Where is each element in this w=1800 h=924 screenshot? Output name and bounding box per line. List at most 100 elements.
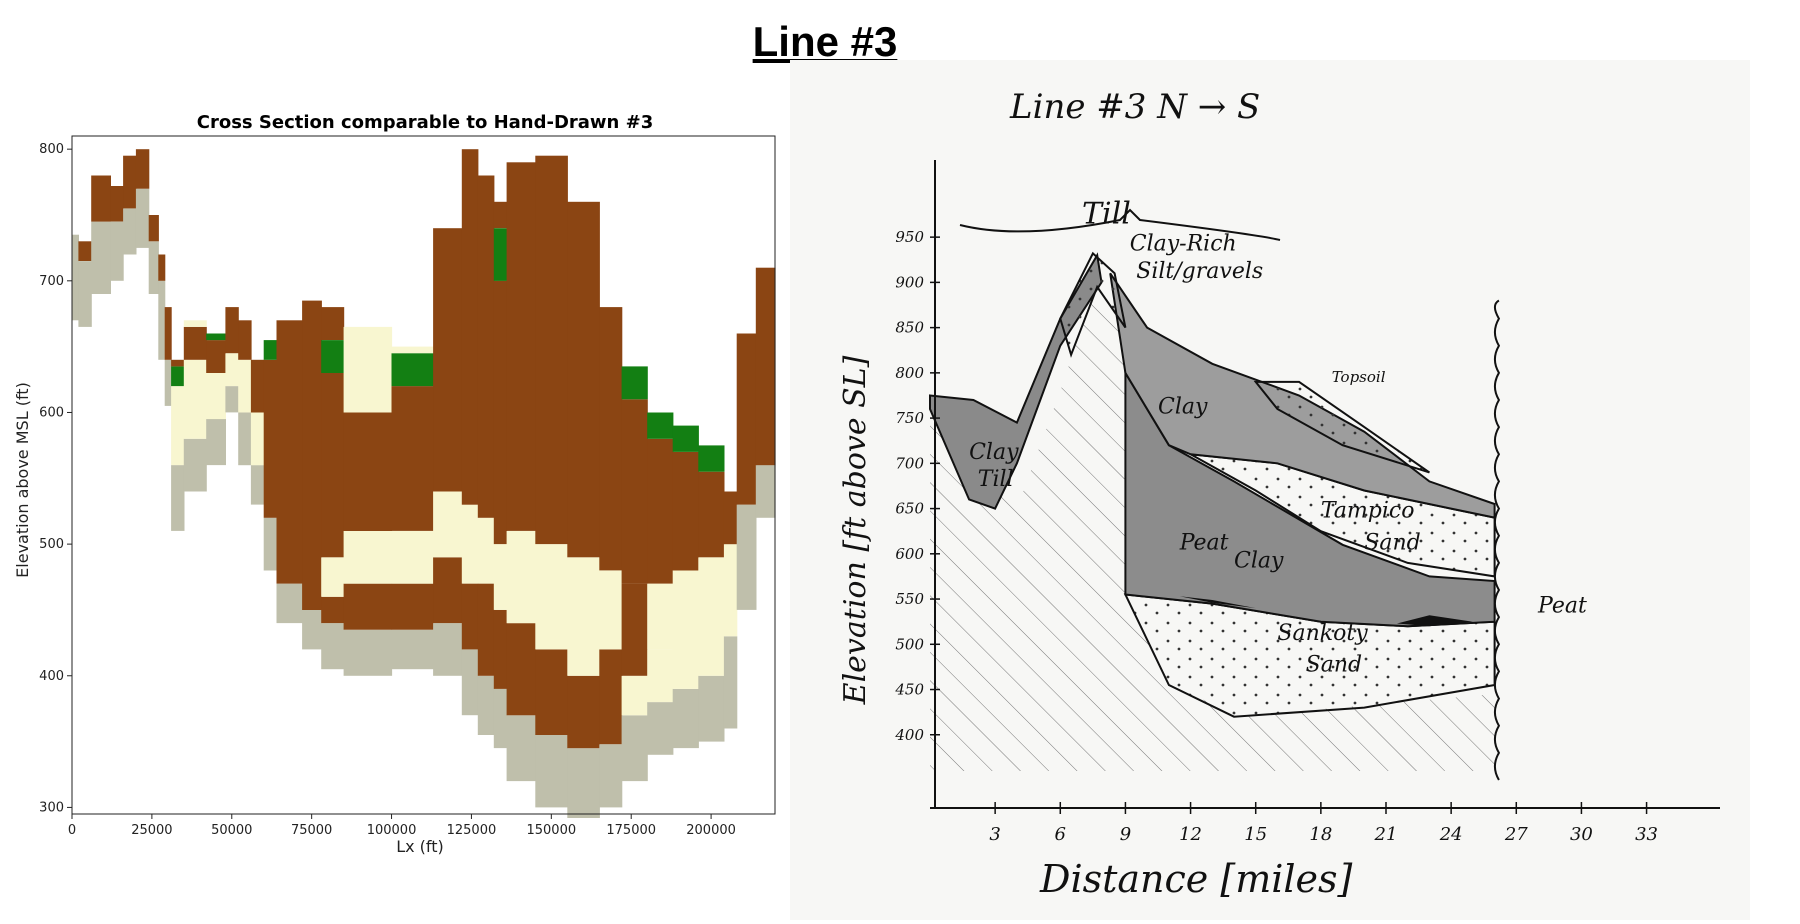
cell-silt_gravel-24-0 xyxy=(493,688,508,749)
hand-annotation-7: Tampico xyxy=(1321,499,1415,524)
cell-topsoil-29-4 xyxy=(621,366,648,400)
hand-x-tick-label: 3 xyxy=(989,824,1000,845)
cell-topsoil-15-2 xyxy=(263,340,278,360)
cell-sand-12-1 xyxy=(225,353,239,387)
cell-clay-24-3 xyxy=(493,280,508,545)
cell-clay-23-1 xyxy=(477,583,495,676)
x-tick-label: 50000 xyxy=(211,823,252,838)
cell-sand-22-2 xyxy=(461,504,479,584)
y-tick-label: 400 xyxy=(39,669,64,684)
chart-title: Cross Section comparable to Hand-Drawn #… xyxy=(197,112,654,133)
cell-clay-12-2 xyxy=(225,307,239,354)
cell-sand-21-2 xyxy=(433,491,463,558)
cell-silt_gravel-18-0 xyxy=(321,623,345,670)
cell-silt_gravel-34-0 xyxy=(736,504,757,610)
hand-annotation-10: Clay xyxy=(1234,548,1284,573)
y-tick-label: 500 xyxy=(39,537,64,552)
cell-clay-8-1 xyxy=(164,307,172,360)
hand-annotation-3: Topsoil xyxy=(1332,368,1386,386)
x-tick-label: 0 xyxy=(68,823,76,838)
cell-sand-13-1 xyxy=(238,359,252,413)
cell-topsoil-20-4 xyxy=(391,353,434,387)
cell-sand-14-1 xyxy=(250,412,265,466)
cell-silt_gravel-31-0 xyxy=(672,688,699,749)
cell-silt_gravel-13-0 xyxy=(238,412,252,466)
hand-x-tick-label: 21 xyxy=(1374,824,1398,845)
y-axis-ticks: 300 400 500 600 700 800 xyxy=(39,142,72,815)
x-tick-label: 75000 xyxy=(291,823,332,838)
cell-clay-29-2 xyxy=(621,583,648,676)
cell-silt_gravel-0-0 xyxy=(72,234,79,321)
page-title: Line #3 xyxy=(752,18,898,65)
hand-y-tick-label: 650 xyxy=(895,500,924,518)
cell-sand-28-2 xyxy=(599,570,623,650)
hand-y-tick-label: 700 xyxy=(895,454,924,472)
hand-y-tick-label: 850 xyxy=(895,319,924,337)
cell-clay-27-1 xyxy=(567,675,600,749)
x-axis-ticks: 0 25000 50000 75000 100000 125000 150000 175000… xyxy=(68,814,736,838)
cell-clay-26-1 xyxy=(535,649,568,735)
hand-annotations: TillClay-RichSilt/gravelsTopsoilClayClay… xyxy=(969,197,1587,678)
cell-clay-5-1 xyxy=(135,149,150,189)
cell-sand-31-1 xyxy=(672,570,699,689)
hand-x-tick-label: 33 xyxy=(1635,824,1658,845)
cell-clay-1-1 xyxy=(78,241,92,261)
cell-clay-17-1 xyxy=(302,300,322,610)
hand-annotation-9: Peat xyxy=(1179,530,1229,555)
cell-silt_gravel-25-0 xyxy=(506,715,536,782)
hand-axes: 3 6 9 12 15 18 21 24 27 30 33 950 900 850 800 750 700 650… xyxy=(894,160,1720,845)
cell-silt_gravel-3-0 xyxy=(110,221,124,281)
hand-annotation-8: Sand xyxy=(1364,530,1420,555)
cell-silt_gravel-6-0 xyxy=(148,241,159,294)
cell-clay-24-5 xyxy=(493,201,508,229)
cell-topsoil-18-4 xyxy=(321,340,345,373)
cell-sand-23-2 xyxy=(477,517,495,584)
y-tick-label: 700 xyxy=(39,274,64,289)
cell-sand-27-2 xyxy=(567,557,600,676)
cell-sand-26-2 xyxy=(535,544,568,650)
hand-y-tick-label: 550 xyxy=(895,590,924,608)
cross-section-chart: Cross Section comparable to Hand-Drawn #… xyxy=(13,112,776,856)
cell-clay-25-3 xyxy=(506,162,536,531)
cell-sand-19-4 xyxy=(343,326,393,413)
cell-silt_gravel-32-0 xyxy=(698,675,725,742)
cell-silt_gravel-11-0 xyxy=(206,419,226,466)
y-tick-label: 800 xyxy=(39,142,64,157)
silt-gravel-layer xyxy=(1059,251,1127,358)
cell-sand-11-1 xyxy=(206,373,226,420)
x-tick-label: 175000 xyxy=(606,823,656,838)
cell-silt_gravel-28-0 xyxy=(599,744,623,808)
cell-clay-20-1 xyxy=(391,583,434,630)
cell-silt_gravel-17-0 xyxy=(302,609,322,650)
cell-topsoil-32-3 xyxy=(698,445,725,472)
hand-drawn-panel: Line #3 N → S 3 6 9 12 15 18 21 24 27 30 33 950 900 8… xyxy=(790,60,1750,920)
cross-section-cells xyxy=(72,149,776,818)
cell-clay-3-1 xyxy=(110,186,124,222)
cell-clay-28-1 xyxy=(599,649,623,745)
cell-sand-30-2 xyxy=(647,583,674,650)
cell-topsoil-9-2 xyxy=(171,366,185,387)
hand-x-axis-label: Distance [miles] xyxy=(1039,857,1353,901)
cell-sand-9-1 xyxy=(171,386,185,466)
cell-clay-30-3 xyxy=(647,438,674,584)
y-tick-label: 300 xyxy=(39,800,64,815)
cell-clay-29-3 xyxy=(621,399,648,584)
cell-topsoil-24-4 xyxy=(493,228,508,281)
hand-y-tick-label: 750 xyxy=(895,409,924,427)
hand-x-tick-label: 6 xyxy=(1055,824,1066,845)
hand-x-tick-label: 30 xyxy=(1570,824,1593,845)
y-axis-label: Elevation above MSL (ft) xyxy=(13,382,32,578)
hand-y-axis-label: Elevation [ft above SL] xyxy=(838,355,873,705)
x-axis-label: Lx (ft) xyxy=(396,837,444,856)
hand-y-tick-label: 950 xyxy=(895,228,924,246)
cell-silt_gravel-1-0 xyxy=(78,261,92,327)
cell-silt_gravel-10-0 xyxy=(183,438,207,492)
cell-sand-18-2 xyxy=(321,557,345,597)
hand-y-tick-label: 900 xyxy=(895,273,924,291)
hand-annotation-5: Clay xyxy=(969,440,1019,465)
cell-silt_gravel-14-0 xyxy=(250,465,265,505)
hand-annotation-12: Sankoty xyxy=(1277,621,1368,646)
hand-drawn-cross-section: Line #3 N → S 3 6 9 12 15 18 21 24 27 30 33 950 900 8… xyxy=(838,87,1720,901)
hand-annotation-4: Clay xyxy=(1158,395,1208,420)
cell-clay-16-1 xyxy=(276,320,303,584)
